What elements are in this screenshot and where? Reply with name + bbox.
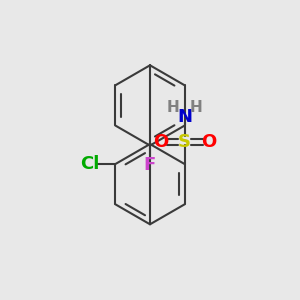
Text: S: S — [178, 133, 191, 151]
Text: H: H — [167, 100, 180, 115]
Text: F: F — [144, 156, 156, 174]
Text: H: H — [190, 100, 202, 115]
Text: O: O — [153, 133, 169, 151]
Text: N: N — [177, 108, 192, 126]
Text: O: O — [201, 133, 216, 151]
Text: Cl: Cl — [80, 155, 100, 173]
